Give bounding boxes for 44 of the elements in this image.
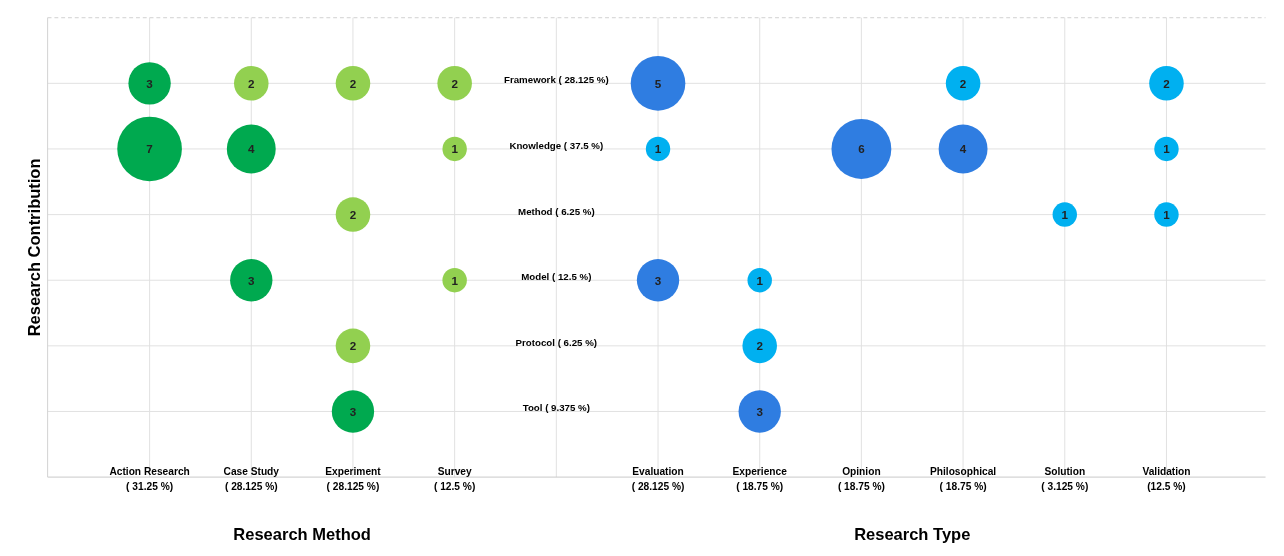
x-tick-label: Survey ( 12.5 %) xyxy=(433,466,476,492)
x-tick-label: Experience ( 18.75 %) xyxy=(732,466,788,492)
x-tick-label: Case Study ( 28.125 %) xyxy=(223,466,280,492)
data-label: 2 xyxy=(451,76,459,90)
data-label: 7 xyxy=(146,142,153,156)
data-label: 1 xyxy=(451,142,459,156)
data-label: 2 xyxy=(248,76,256,90)
data-label: 1 xyxy=(1061,207,1069,221)
data-label: 1 xyxy=(451,273,459,287)
data-label: 2 xyxy=(349,339,357,353)
y-tick-label: Method ( 6.25 %) xyxy=(518,205,595,217)
y-tick-label: Framework ( 28.125 %) xyxy=(504,74,609,86)
x-tick-label: Evaluation ( 28.125 %) xyxy=(631,466,685,492)
x-tick-label: Philosophical ( 18.75 %) xyxy=(929,466,997,492)
x-axis-title: Research Method xyxy=(233,525,371,544)
data-label: 4 xyxy=(959,142,967,156)
data-label: 2 xyxy=(349,76,357,90)
y-tick-label: Model ( 12.5 %) xyxy=(521,271,592,283)
x-tick-label: Action Research ( 31.25 %) xyxy=(109,466,190,492)
data-label: 3 xyxy=(146,76,154,90)
y-tick-label: Knowledge ( 37.5 %) xyxy=(509,139,604,151)
data-label: 3 xyxy=(349,404,357,418)
y-tick-label: Tool ( 9.375 %) xyxy=(522,402,590,414)
data-label: 1 xyxy=(1163,207,1171,221)
x-tick-label: Validation (12.5 %) xyxy=(1142,466,1191,492)
x-tick-label: Opinion ( 18.75 %) xyxy=(837,466,885,492)
data-label: 6 xyxy=(858,142,866,156)
data-label: 2 xyxy=(756,339,764,353)
y-tick-label: Protocol ( 6.25 %) xyxy=(515,336,598,348)
data-label: 2 xyxy=(349,207,357,221)
data-label: 5 xyxy=(654,76,662,90)
data-label: 1 xyxy=(654,142,662,156)
data-label: 3 xyxy=(248,273,256,287)
data-label: 1 xyxy=(1163,142,1171,156)
x-tick-label: Experiment ( 28.125 %) xyxy=(325,466,382,492)
data-label: 3 xyxy=(756,404,764,418)
text: Research Type xyxy=(854,525,971,544)
y-axis-title: Research Contribution xyxy=(24,158,43,337)
data-label: 3 xyxy=(654,273,662,287)
data-label: 2 xyxy=(959,76,967,90)
data-label: 4 xyxy=(248,142,256,156)
data-label: 1 xyxy=(756,273,764,287)
x-tick-label: Solution ( 3.125 %) xyxy=(1041,466,1089,492)
data-label: 2 xyxy=(1163,76,1171,90)
